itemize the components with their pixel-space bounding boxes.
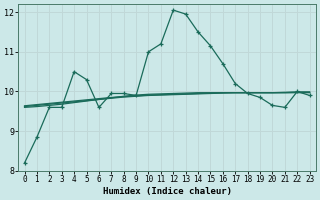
X-axis label: Humidex (Indice chaleur): Humidex (Indice chaleur) bbox=[103, 187, 232, 196]
